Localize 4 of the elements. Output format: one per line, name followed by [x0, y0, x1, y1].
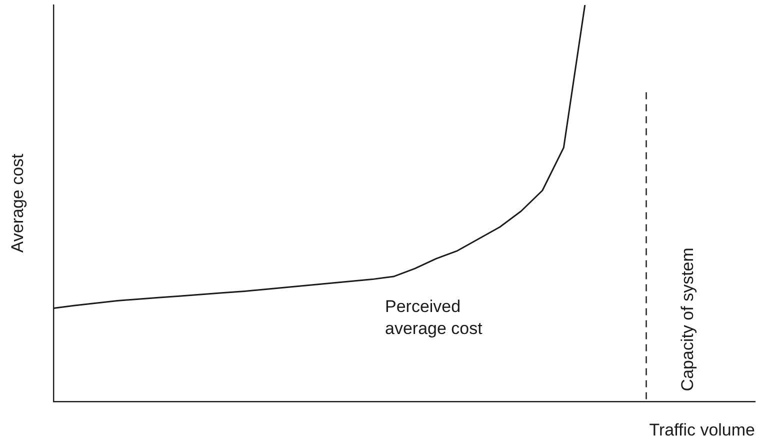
annotation: Capacity of system	[678, 248, 697, 392]
annotation: Perceived average cost	[385, 297, 483, 338]
y-axis-title: Average cost	[8, 153, 27, 253]
x-axis-title: Traffic volume	[649, 420, 755, 440]
